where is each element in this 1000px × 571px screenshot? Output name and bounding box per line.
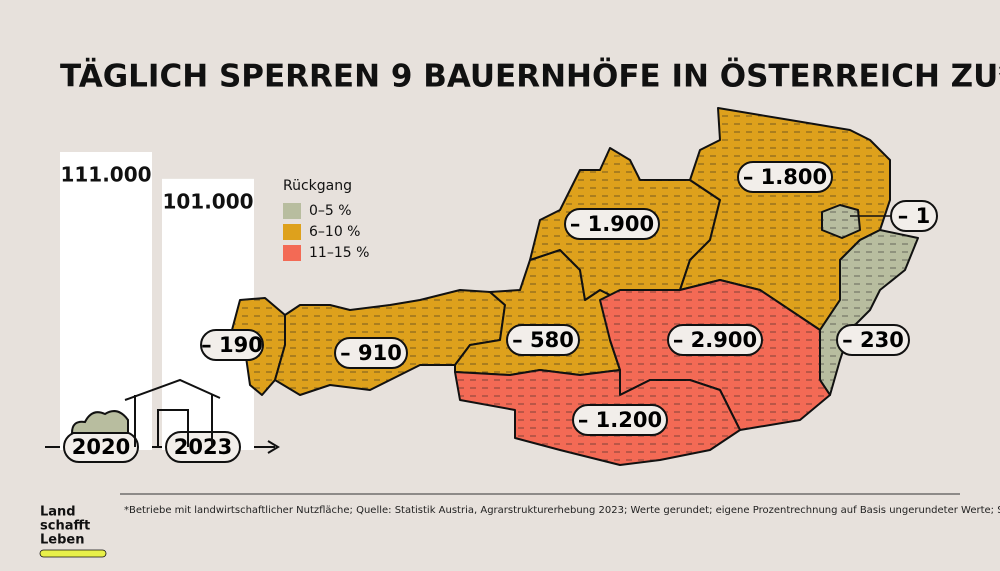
logo-badge [39, 549, 107, 558]
value-label: – 190 [201, 333, 263, 357]
value-label: 2020 [72, 435, 130, 459]
region-hatch [680, 108, 890, 330]
bush [70, 410, 129, 434]
label-pill [890, 200, 938, 232]
logo: Land schafft Leben [39, 505, 107, 558]
region-hatch [820, 230, 918, 395]
label-pill [165, 431, 241, 463]
legend-label: 11–15 % [309, 245, 369, 261]
footnote: *Betriebe mit landwirtschaftlicher Nutzf… [124, 505, 1000, 516]
map: – 190 – 910 – 580 – 1.900 – 1.800 – 1 – 230 – 2… [200, 107, 938, 466]
value-label: – 230 [842, 328, 904, 352]
label-pill [836, 324, 910, 356]
value-label: – 1.900 [570, 212, 654, 236]
value-label: – 1.800 [743, 165, 827, 189]
label-pill [667, 324, 763, 356]
value-label: – 2.900 [673, 328, 757, 352]
label-pill [572, 404, 668, 436]
bar-value-label: 111.000 [60, 163, 151, 187]
bar-value-label: 101.000 [162, 189, 253, 213]
legend: Rückgang 0–5 % 6–10 % 11–15 % [283, 178, 369, 261]
legend-title: Rückgang [283, 178, 352, 194]
bars: 111.000 2020 101.000 2023 [60, 152, 254, 463]
label-pill [506, 324, 580, 356]
value-label: – 910 [340, 341, 402, 365]
label-pill [200, 329, 264, 361]
legend-label: 0–5 % [309, 203, 352, 219]
roof [124, 378, 221, 401]
walls [134, 394, 213, 447]
legend-swatch [283, 245, 301, 261]
label-pill [334, 337, 408, 369]
logo-text: schafft [40, 519, 90, 534]
axis-arrow [267, 440, 280, 454]
title: TÄGLICH SPERREN 9 BAUERNHÖFE IN ÖSTERREI… [60, 58, 1000, 95]
house-drawing [70, 378, 221, 447]
label-pill [737, 161, 833, 193]
logo-text: Land [40, 505, 76, 520]
legend-swatch [283, 224, 301, 240]
legend-label: 6–10 % [309, 224, 360, 240]
value-label: – 1 [898, 204, 930, 228]
logo-text: Leben [40, 533, 84, 548]
value-label: – 580 [512, 328, 574, 352]
value-label: 2023 [174, 435, 232, 459]
value-label: – 1.200 [578, 408, 662, 432]
region-hatch [822, 205, 860, 238]
door [157, 409, 189, 447]
label-pill [564, 208, 660, 240]
legend-swatch [283, 203, 301, 219]
bar [60, 152, 152, 450]
